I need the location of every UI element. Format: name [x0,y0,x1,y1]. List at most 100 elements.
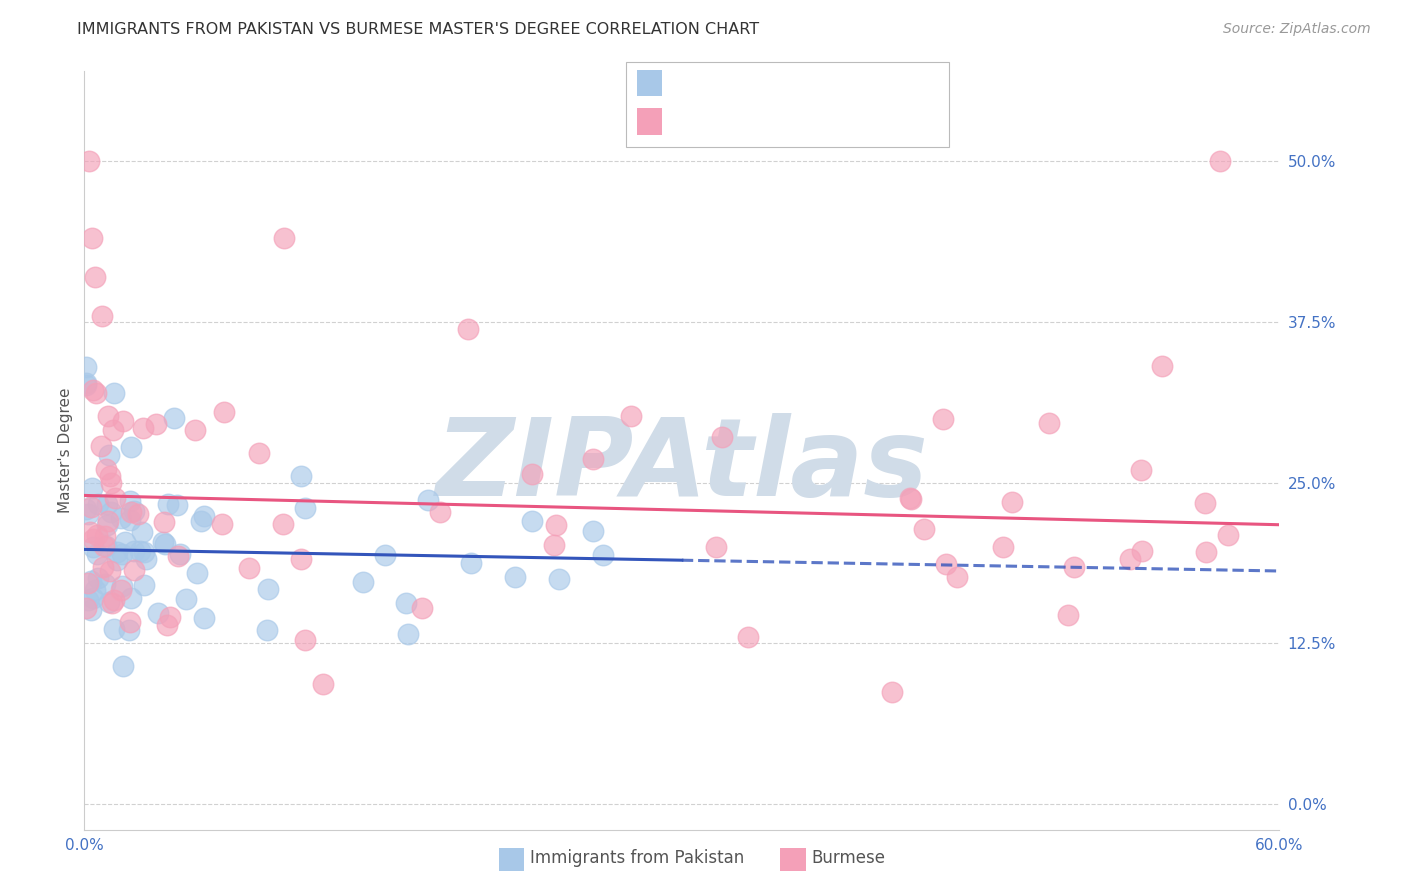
Point [193,611,215,625]
Text: -0.070: -0.070 [713,116,772,134]
Point [94,528,117,542]
Point [82,231,104,245]
Point [86,548,108,562]
Point [991,540,1014,554]
Point [120,440,142,454]
Point [87,571,110,585]
Point [96,539,118,553]
Point [87,497,110,511]
Point [94,462,117,476]
Point [1216,528,1239,542]
Point [543,538,565,552]
Point [76,576,98,591]
Point [186,566,208,580]
Point [120,493,142,508]
Point [145,417,167,431]
Point [212,405,235,419]
Y-axis label: Master's Degree: Master's Degree [58,388,73,513]
Point [163,411,186,425]
Text: R =: R = [673,116,710,134]
Point [311,677,333,691]
Point [398,627,420,641]
Point [880,685,903,699]
Point [84,582,107,597]
Text: 79: 79 [832,116,858,134]
Point [153,537,176,551]
Point [155,618,177,632]
Point [193,509,215,524]
Point [118,512,141,526]
Point [118,623,141,637]
Point [932,412,955,426]
Point [94,576,117,591]
Point [122,563,145,577]
Text: 70: 70 [832,78,858,95]
Point [97,409,120,424]
Point [100,475,122,490]
Point [505,570,527,584]
Text: Source: ZipAtlas.com: Source: ZipAtlas.com [1223,22,1371,37]
Point [83,270,105,285]
Point [75,600,97,615]
Point [1057,608,1080,623]
Point [75,359,97,374]
Point [294,633,316,648]
Point [546,518,568,533]
Point [103,622,125,636]
Point [110,582,132,597]
Text: Immigrants from Pakistan: Immigrants from Pakistan [530,849,744,867]
Point [96,517,118,532]
Point [75,501,97,516]
Point [457,322,479,336]
Point [1209,154,1232,169]
Point [80,603,103,617]
Point [395,596,418,610]
Point [174,591,197,606]
Point [294,500,316,515]
Point [418,492,440,507]
Point [900,491,922,506]
Point [129,543,152,558]
Point [105,552,128,566]
Point [111,658,134,673]
Point [132,578,155,592]
Point [935,557,957,571]
Point [82,541,104,555]
Point [1194,496,1216,510]
Point [84,386,107,401]
Text: -0.031: -0.031 [713,78,772,95]
Point [273,231,295,245]
Point [592,548,614,562]
Point [1063,559,1085,574]
Text: ZIPAtlas: ZIPAtlas [436,413,928,518]
Point [104,491,127,506]
Point [737,631,759,645]
Point [290,469,312,483]
Point [98,564,121,578]
Point [157,497,180,511]
Point [271,517,294,532]
Point [257,582,280,596]
Point [134,552,156,566]
Point [110,511,132,525]
Point [256,623,278,637]
Point [80,574,103,588]
Point [184,423,207,437]
Point [120,591,142,606]
Point [1152,359,1174,373]
Point [704,540,727,554]
Text: IMMIGRANTS FROM PAKISTAN VS BURMESE MASTER'S DEGREE CORRELATION CHART: IMMIGRANTS FROM PAKISTAN VS BURMESE MAST… [77,22,759,37]
Text: N =: N = [793,116,830,134]
Point [582,524,605,538]
Text: N =: N = [793,78,830,95]
Point [77,593,100,607]
Text: Burmese: Burmese [811,849,886,867]
Point [80,482,103,496]
Point [238,561,260,575]
Point [1130,463,1153,477]
Point [190,514,212,528]
Point [103,385,125,400]
Point [97,514,120,528]
Point [75,377,97,392]
Point [460,556,482,570]
